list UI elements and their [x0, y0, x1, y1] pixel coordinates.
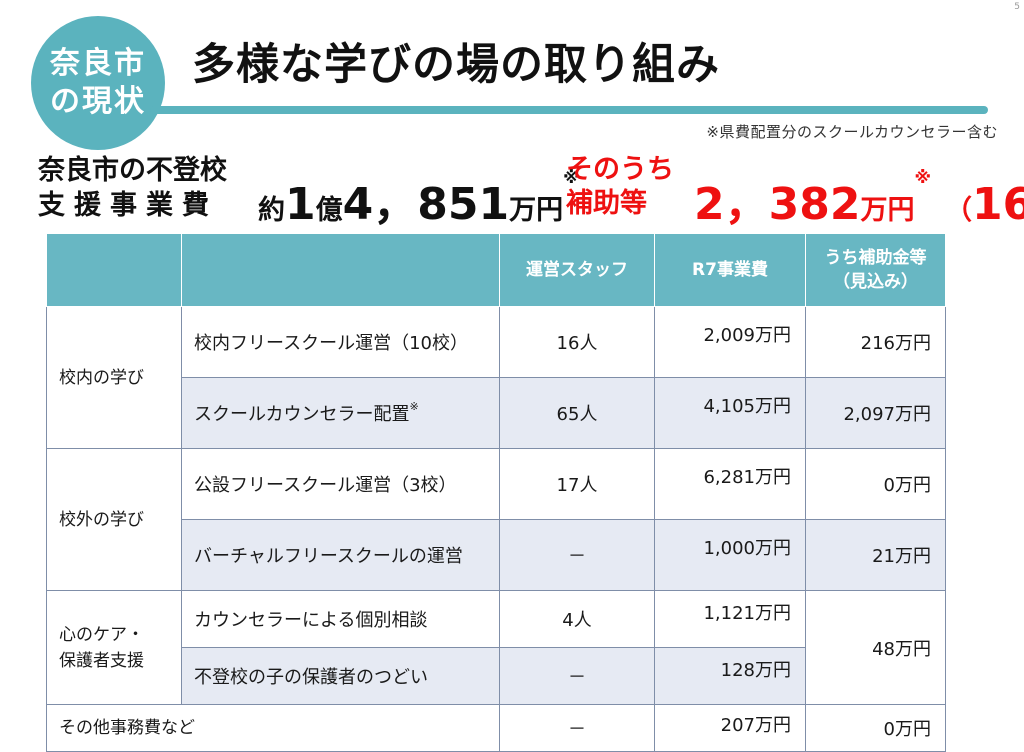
row-staff: － [499, 647, 655, 705]
city-status-badge: 奈良市 の現状 [31, 16, 165, 150]
badge-line-1: 奈良市 [50, 46, 146, 81]
table-row: 校外の学び 公設フリースクール運営（3校） 17人 6,281万円 0万円 [46, 448, 946, 591]
header-category [46, 233, 182, 307]
subsidy-amount-mark: ※ [914, 168, 931, 188]
row-item: 校内フリースクール運営（10校） [181, 306, 500, 378]
row-subsidy: 0万円 [805, 704, 946, 752]
total-cost-label-line-2: 支援事業費 [38, 190, 218, 221]
subsidy-label-line-2: 補助等 [566, 188, 647, 219]
row-staff: 4人 [499, 590, 655, 648]
row-item: バーチャルフリースクールの運営 [181, 519, 500, 591]
subsidy-amount-unit: 万円 [860, 195, 915, 226]
row-category: 校内の学び [46, 306, 182, 449]
table-row: スクールカウンセラー配置※ 65人 4,105万円 2,097万円 [47, 377, 946, 449]
header-subsidy-line-2: （見込み） [833, 272, 918, 292]
amount-oku-unit: 億 [315, 195, 343, 226]
subsidy-label-line-1: そのうち [566, 154, 674, 185]
page-number: 5 [1014, 2, 1020, 12]
table-row: 心のケア・ 保護者支援 カウンセラーによる個別相談 4人 1,121万円 48万… [46, 590, 946, 705]
row-category: その他事務費など [46, 704, 500, 752]
amount-oku-value: 1 [285, 179, 316, 230]
amount-man-value: 4，851 [342, 179, 510, 230]
row-staff: － [499, 519, 655, 591]
row-subsidy: 48万円 [805, 590, 946, 705]
page-title: 多様な学びの場の取り組み [192, 40, 720, 90]
amount-mark: ※ [563, 168, 580, 188]
row-item: カウンセラーによる個別相談 [181, 590, 500, 648]
table-row: その他事務費など － 207万円 0万円 [46, 704, 946, 752]
row-item-text: スクールカウンセラー配置 [194, 404, 410, 425]
row-subsidy: 2,097万円 [805, 377, 946, 449]
header-subsidy-line-1: うち補助金等 [824, 248, 927, 268]
row-category-line-1: 心のケア・ [59, 624, 144, 645]
table-row: バーチャルフリースクールの運営 － 1,000万円 21万円 [47, 519, 946, 591]
row-category-line-2: 保護者支援 [59, 650, 144, 671]
row-item: 公設フリースクール運営（3校） [181, 448, 500, 520]
row-cost: 207万円 [654, 704, 806, 752]
budget-table: 運営スタッフ R7事業費 うち補助金等 （見込み） 校内の学び 校内フリースクー… [46, 233, 946, 752]
badge-line-2: の現状 [50, 84, 146, 119]
total-cost-label: 奈良市の不登校 支援事業費 [38, 153, 227, 223]
subsidy-amount-value: 2，382 [694, 179, 861, 230]
row-staff: 65人 [499, 377, 655, 449]
row-cost: 6,281万円 [654, 448, 806, 520]
row-category: 心のケア・ 保護者支援 [46, 590, 182, 705]
row-item-mark: ※ [409, 400, 419, 413]
header-staff: 運営スタッフ [499, 233, 655, 307]
row-subsidy: 21万円 [805, 519, 946, 591]
subsidy-label: そのうち 補助等 [566, 153, 674, 221]
header-cost: R7事業費 [654, 233, 806, 307]
amount-prefix: 約 [258, 195, 285, 226]
table-header-row: 運営スタッフ R7事業費 うち補助金等 （見込み） [46, 233, 946, 307]
row-staff: 17人 [499, 448, 655, 520]
row-cost: 1,121万円 [654, 590, 806, 648]
row-cost: 2,009万円 [654, 306, 806, 378]
row-category: 校外の学び [46, 448, 182, 591]
header-subsidy: うち補助金等 （見込み） [805, 233, 946, 307]
counselor-note: ※県費配置分のスクールカウンセラー含む [706, 123, 998, 141]
title-underline [150, 106, 988, 114]
row-subsidy: 216万円 [805, 306, 946, 378]
subsidy-amount: 2，382万円※（16%) [694, 168, 1024, 232]
header-item [181, 233, 500, 307]
subsidy-pct-open: （ [945, 195, 972, 226]
row-subsidy: 0万円 [805, 448, 946, 520]
row-item: スクールカウンセラー配置※ [181, 377, 500, 449]
row-cost: 128万円 [654, 647, 806, 705]
row-item: 不登校の子の保護者のつどい [181, 647, 500, 705]
row-cost: 4,105万円 [654, 377, 806, 449]
subsidy-pct-value: 16 [972, 179, 1024, 230]
total-cost-label-line-1: 奈良市の不登校 [38, 155, 227, 186]
amount-unit: 万円 [509, 195, 564, 226]
row-staff: 16人 [499, 306, 655, 378]
total-cost-amount: 約1億4，851万円 ※ [258, 168, 580, 232]
table-row: 校内の学び 校内フリースクール運営（10校） 16人 2,009万円 216万円 [46, 306, 946, 449]
row-cost: 1,000万円 [654, 519, 806, 591]
row-staff: － [499, 704, 655, 752]
